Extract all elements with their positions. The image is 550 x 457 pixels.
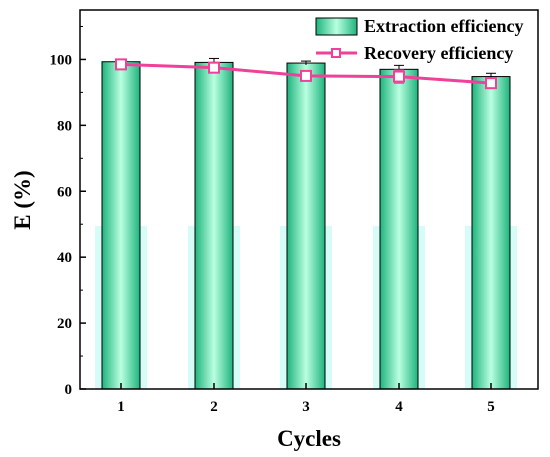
x-tick-label-4: 4 [395, 399, 403, 415]
y-tick-label-20: 20 [57, 316, 72, 332]
y-tick-label-80: 80 [57, 118, 72, 134]
plot-frame [79, 9, 539, 390]
bar-series [101, 61, 511, 390]
recovery-marker [393, 70, 405, 83]
y-tick-label-40: 40 [57, 250, 72, 266]
legend-marker-recovery [331, 48, 341, 58]
x-tick-label-3: 3 [302, 399, 310, 415]
y-tick-label-0: 0 [65, 382, 73, 398]
recovery-marker [485, 77, 497, 90]
x-tick-label-5: 5 [487, 399, 495, 415]
x-tick-label-2: 2 [210, 399, 218, 415]
bar-5 [471, 76, 511, 390]
bar-2 [194, 61, 234, 390]
recovery-point-4 [393, 69, 405, 84]
y-axis-title: E (%) [10, 170, 35, 229]
y-axis: 0 20 40 60 80 100 [50, 25, 86, 398]
bar-error-3 [301, 60, 311, 66]
legend: Extraction efficiency Recovery efficienc… [315, 16, 523, 63]
recovery-point-1 [115, 58, 127, 71]
legend-label-recovery: Recovery efficiency [364, 43, 513, 63]
bar-1 [101, 61, 141, 390]
line-series [115, 58, 497, 90]
y-tick-label-60: 60 [57, 184, 72, 200]
x-axis: 1 2 3 4 5 [117, 383, 495, 415]
recovery-point-5 [485, 77, 497, 90]
x-axis-title: Cycles [277, 426, 341, 451]
bar-3 [286, 62, 326, 390]
x-tick-label-1: 1 [117, 399, 125, 415]
recovery-marker [300, 69, 312, 82]
legend-label-extraction: Extraction efficiency [364, 16, 523, 36]
recovery-marker [208, 61, 220, 74]
bar-4 [379, 68, 419, 390]
y-tick-label-100: 100 [50, 52, 73, 68]
recovery-point-3 [300, 69, 312, 82]
recovery-marker [115, 58, 127, 71]
recovery-point-2 [208, 61, 220, 74]
legend-swatch-extraction [315, 17, 358, 36]
